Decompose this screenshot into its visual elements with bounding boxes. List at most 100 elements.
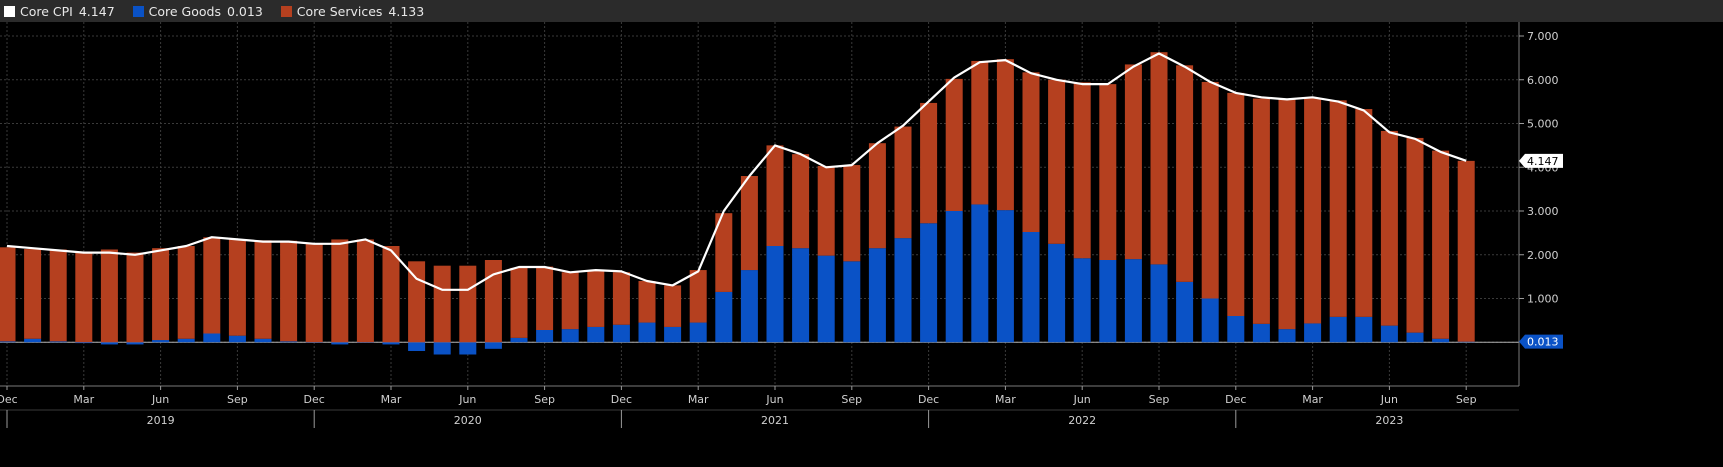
- legend-item-core-services[interactable]: Core Services 4.133: [280, 3, 425, 19]
- bar-core-goods: [1150, 264, 1168, 343]
- bar-core-goods: [459, 342, 477, 355]
- flag-label: 0.013: [1527, 336, 1559, 349]
- x-tick-label: Mar: [381, 393, 402, 406]
- bar-core-goods: [510, 337, 528, 343]
- bar-core-services: [868, 143, 886, 249]
- bar-core-services: [1176, 65, 1194, 282]
- x-tick-label: Jun: [1073, 393, 1091, 406]
- bar-core-goods: [638, 322, 656, 343]
- flag-shape: [1519, 334, 1563, 349]
- y-tick-label: 6.000: [1527, 74, 1559, 87]
- bar-core-services: [382, 246, 400, 343]
- bar-core-services: [75, 252, 93, 343]
- bar-core-goods: [612, 324, 630, 343]
- bar-core-services: [331, 239, 349, 343]
- bar-core-goods: [894, 238, 912, 343]
- bar-core-goods: [920, 223, 938, 343]
- bar-core-goods: [792, 248, 810, 343]
- x-tick-label: Dec: [611, 393, 632, 406]
- bar-core-goods: [203, 333, 221, 343]
- bar-core-goods: [766, 246, 784, 343]
- legend-item-core-cpi[interactable]: Core CPI 4.147: [4, 4, 115, 19]
- bar-core-services: [792, 154, 810, 249]
- bar-core-services: [1329, 100, 1347, 317]
- bar-core-services: [0, 247, 16, 342]
- bar-core-services: [1380, 130, 1398, 326]
- bar-core-goods: [433, 342, 451, 355]
- bar-core-goods: [75, 342, 93, 344]
- bar-core-services: [894, 126, 912, 239]
- y-tick-label: 7.000: [1527, 30, 1559, 43]
- x-tick-label: Sep: [1456, 393, 1477, 406]
- bar-core-services: [766, 145, 784, 246]
- line-core-cpi: [6, 52, 1467, 291]
- bar-core-goods: [996, 210, 1014, 343]
- bar-core-goods: [536, 330, 554, 343]
- bar-core-services: [1252, 98, 1270, 324]
- bar-core-services: [740, 176, 758, 271]
- bar-core-services: [459, 265, 477, 343]
- bar-core-services: [1355, 109, 1373, 317]
- year-label: 2021: [761, 414, 789, 427]
- bar-core-goods: [1432, 338, 1450, 343]
- bar-core-services: [254, 240, 272, 339]
- bar-core-goods: [1278, 329, 1296, 343]
- bar-core-services: [1432, 150, 1450, 339]
- bar-core-services: [280, 240, 298, 342]
- bar-core-services: [1406, 137, 1424, 333]
- x-tick-label: Jun: [765, 393, 783, 406]
- bar-core-services: [228, 239, 246, 336]
- bar-core-services: [689, 270, 707, 323]
- bar-core-services: [1201, 81, 1219, 299]
- legend-swatch: [4, 5, 15, 17]
- bar-core-goods: [1201, 298, 1219, 343]
- bar-core-goods: [689, 322, 707, 343]
- legend-item-core-goods[interactable]: Core Goods 0.013: [132, 3, 263, 19]
- bar-core-goods: [126, 342, 144, 345]
- legend-name: Core CPI: [20, 3, 73, 19]
- bar-core-goods: [1329, 316, 1347, 343]
- bar-core-services: [24, 249, 42, 339]
- bar-core-goods: [561, 329, 579, 343]
- bar-core-services: [1073, 82, 1091, 259]
- bar-core-services: [100, 249, 118, 343]
- bar-core-goods: [1099, 260, 1117, 343]
- bar-core-goods: [945, 211, 963, 343]
- bar-core-services: [945, 78, 963, 211]
- y-tick-label: 3.000: [1527, 205, 1559, 218]
- x-tick-label: Dec: [0, 393, 18, 406]
- bar-core-services: [1278, 99, 1296, 330]
- bar-core-goods: [24, 338, 42, 343]
- x-tick-label: Mar: [995, 393, 1016, 406]
- bar-core-goods: [1048, 243, 1066, 343]
- bar-core-goods: [1380, 325, 1398, 343]
- chart-legend: Core CPI 4.147 Core Goods 0.013 Core Ser…: [0, 0, 1723, 22]
- legend-value: 4.133: [388, 3, 425, 19]
- y-tick-label: 5.000: [1527, 118, 1559, 131]
- bar-core-services: [1150, 52, 1168, 265]
- bar-core-goods: [817, 255, 835, 343]
- x-tick-label: Jun: [151, 393, 169, 406]
- y-tick-label: 2.000: [1527, 249, 1559, 262]
- flag-label: 4.147: [1527, 155, 1559, 168]
- bar-core-services: [971, 60, 989, 205]
- bar-core-services: [510, 267, 528, 338]
- x-tick-label: Sep: [1149, 393, 1170, 406]
- x-tick-label: Sep: [227, 393, 248, 406]
- bar-core-services: [612, 272, 630, 325]
- bar-core-goods: [177, 338, 195, 343]
- legend-swatch: [132, 5, 144, 17]
- bar-core-services: [920, 102, 938, 224]
- year-label: 2023: [1375, 414, 1403, 427]
- bar-core-services: [126, 252, 144, 343]
- bar-core-services: [152, 248, 170, 341]
- bar-core-services: [1304, 98, 1322, 324]
- bar-core-services: [587, 270, 605, 327]
- legend-name: Core Goods: [148, 3, 221, 19]
- bar-core-services: [536, 266, 554, 330]
- x-tick-label: Jun: [1380, 393, 1398, 406]
- year-label: 2019: [147, 414, 175, 427]
- x-tick-label: Mar: [73, 393, 94, 406]
- y-tick-label: 1.000: [1527, 293, 1559, 306]
- bar-core-goods: [1176, 281, 1194, 343]
